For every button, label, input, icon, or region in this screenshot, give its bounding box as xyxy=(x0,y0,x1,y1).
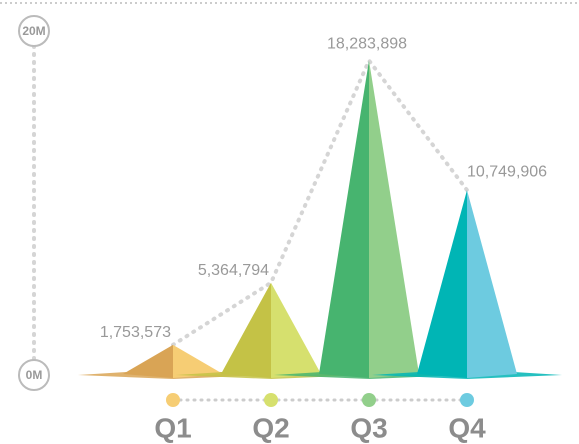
pyramid-left xyxy=(123,345,173,378)
category-dot xyxy=(166,393,180,407)
x-tick-label: Q2 xyxy=(252,412,289,443)
x-tick-label: Q3 xyxy=(350,412,387,443)
y-tick-label: 20M xyxy=(22,24,45,38)
chart: 0M 20M 1,753,573 Q1 5,364,794 Q2 18,283,898 Q3 1… xyxy=(0,0,579,444)
peak-line xyxy=(173,61,467,345)
pyramid-right xyxy=(271,283,321,378)
pyramid-left xyxy=(319,61,369,378)
value-label: 18,283,898 xyxy=(327,36,407,53)
x-tick-label: Q4 xyxy=(448,412,486,443)
value-label: 5,364,794 xyxy=(198,262,269,279)
category-dot xyxy=(460,393,474,407)
pyramid-left xyxy=(417,190,467,378)
value-label: 1,753,573 xyxy=(100,324,171,341)
pyramid-right xyxy=(369,61,419,378)
category-dot xyxy=(362,393,376,407)
category-dot xyxy=(264,393,278,407)
x-tick-label: Q1 xyxy=(154,412,191,443)
y-tick-label: 0M xyxy=(26,368,43,382)
pyramid-right xyxy=(467,190,517,378)
value-label: 10,749,906 xyxy=(467,163,547,180)
